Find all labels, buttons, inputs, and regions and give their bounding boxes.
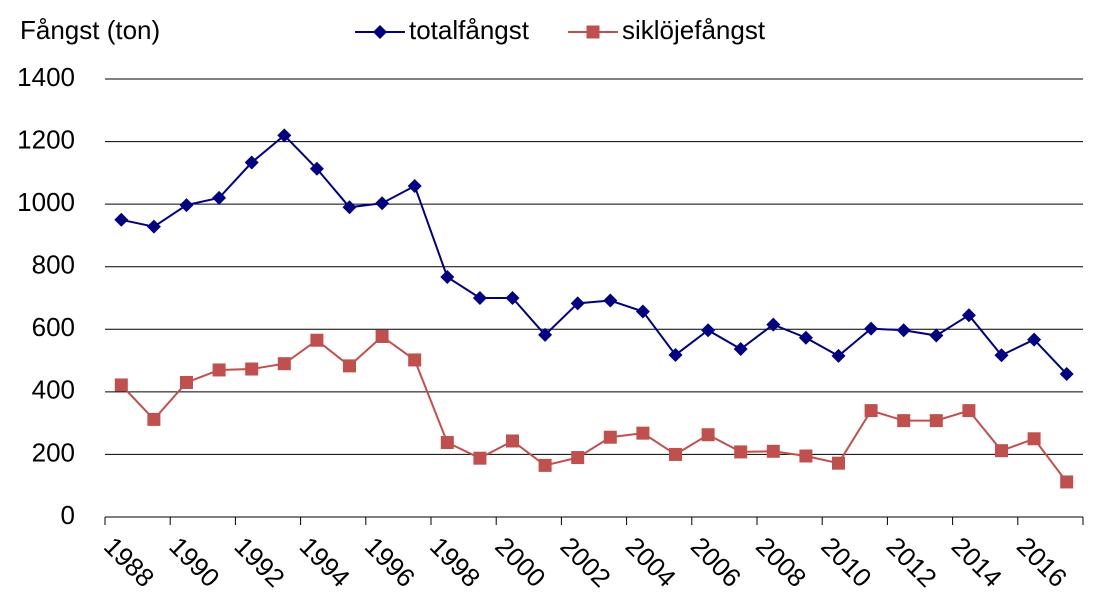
marker <box>147 412 161 426</box>
y-axis-label: Fångst (ton) <box>20 15 160 45</box>
marker <box>408 353 422 367</box>
x-tick-label: 2016 <box>1011 531 1073 593</box>
marker <box>701 428 715 442</box>
marker <box>896 323 911 338</box>
y-tick-label: 1400 <box>17 62 75 92</box>
marker <box>571 451 585 465</box>
x-tick-label: 1998 <box>424 531 486 593</box>
marker <box>798 330 813 345</box>
marker <box>373 25 387 39</box>
marker <box>832 456 845 470</box>
series-line <box>120 335 1068 483</box>
marker <box>1027 432 1041 446</box>
marker <box>310 333 324 347</box>
marker <box>179 198 194 213</box>
y-tick-label: 200 <box>32 437 75 467</box>
y-tick-label: 1000 <box>17 187 75 217</box>
marker <box>603 430 617 444</box>
x-tick-label: 2004 <box>620 531 682 593</box>
marker <box>146 219 161 234</box>
marker <box>277 128 292 143</box>
marker <box>506 434 519 448</box>
y-tick-label: 600 <box>32 312 75 342</box>
marker <box>440 436 454 450</box>
marker <box>473 451 487 465</box>
marker <box>929 328 944 343</box>
marker <box>864 321 879 336</box>
marker <box>505 291 520 305</box>
marker <box>1059 367 1074 382</box>
marker <box>799 449 813 463</box>
marker <box>733 341 748 356</box>
marker <box>766 317 781 332</box>
y-tick-label: 800 <box>32 250 75 280</box>
marker <box>342 200 357 215</box>
x-tick-label: 2014 <box>946 531 1008 593</box>
marker <box>586 25 600 39</box>
marker <box>831 348 846 363</box>
x-tick-label: 1994 <box>294 531 356 593</box>
marker <box>343 359 356 373</box>
marker <box>734 445 748 459</box>
x-tick-label: 2012 <box>881 531 943 593</box>
marker <box>962 404 976 418</box>
marker <box>114 378 128 392</box>
x-tick-label: 1996 <box>359 531 421 593</box>
marker <box>994 348 1009 363</box>
marker <box>701 323 716 338</box>
marker <box>1060 475 1074 489</box>
marker <box>961 308 976 323</box>
x-tick-label: 1988 <box>98 531 160 593</box>
marker <box>668 347 683 362</box>
marker <box>309 161 324 176</box>
marker <box>636 426 650 440</box>
marker <box>180 375 193 389</box>
marker <box>766 444 780 458</box>
marker <box>864 404 878 418</box>
marker <box>570 296 585 311</box>
marker <box>212 363 226 377</box>
marker <box>635 304 650 319</box>
y-tick-label: 0 <box>61 500 75 530</box>
marker <box>375 329 389 343</box>
marker <box>277 357 291 371</box>
marker <box>929 414 943 428</box>
marker <box>538 458 552 472</box>
marker <box>440 270 455 285</box>
x-tick-label: 1990 <box>163 531 225 593</box>
marker <box>538 327 553 342</box>
marker <box>669 447 682 461</box>
marker <box>407 178 422 193</box>
x-tick-label: 2006 <box>685 531 747 593</box>
marker <box>995 444 1008 458</box>
x-tick-label: 2010 <box>815 531 877 593</box>
legend-label: siklöjefångst <box>622 15 766 45</box>
marker <box>244 155 259 170</box>
x-tick-label: 2008 <box>750 531 812 593</box>
x-tick-label: 2000 <box>489 531 551 593</box>
series-line <box>121 133 1068 375</box>
marker <box>603 293 618 308</box>
legend-label: totalfångst <box>409 15 530 45</box>
y-tick-label: 1200 <box>17 124 75 154</box>
marker <box>897 414 911 428</box>
marker <box>1027 332 1042 347</box>
marker <box>375 196 390 211</box>
x-tick-label: 2002 <box>555 531 617 593</box>
marker <box>212 190 227 205</box>
x-tick-label: 1992 <box>229 531 291 593</box>
y-tick-label: 400 <box>32 375 75 405</box>
marker <box>245 362 259 376</box>
marker <box>472 291 487 305</box>
marker <box>114 212 129 227</box>
